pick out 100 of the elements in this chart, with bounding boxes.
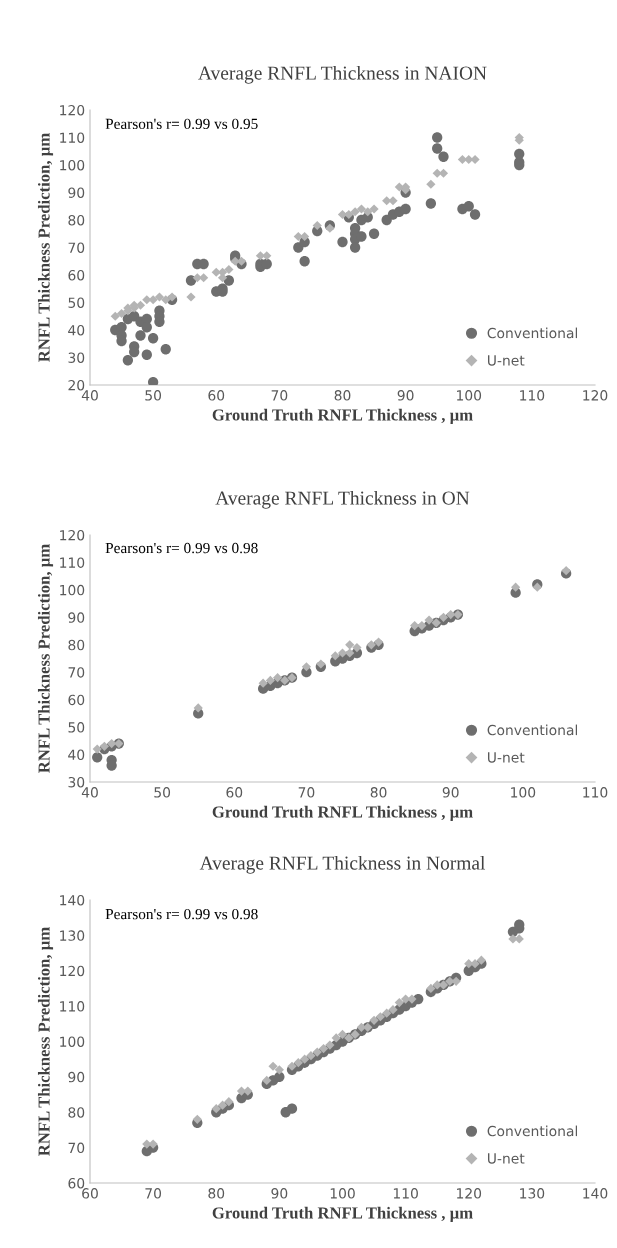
point [337,1029,348,1040]
x-tick-label: 120 [457,1188,482,1199]
y-tick-label: 120 [60,529,85,541]
y-axis-title: RNFL Thickness Prediction, µm [37,544,54,773]
x-tick-label: 90 [397,390,414,401]
point [265,675,275,686]
x-tick-label: 80 [334,390,351,401]
legend-label: Conventional [487,724,578,736]
point [476,955,486,965]
point [312,220,322,231]
legend-label: U-net [488,355,525,366]
point [186,292,196,302]
point [375,1012,385,1022]
legend-label: Conventional [487,327,578,339]
point [312,1047,322,1057]
y-tick-label: 40 [68,749,85,761]
point [300,1054,310,1064]
point [199,273,209,283]
annotation: Pearson's r= 0.99 vs 0.98 [105,542,258,554]
point [217,1100,228,1110]
y-tick-label: 90 [68,187,85,198]
point [224,1097,234,1107]
legend-label: Conventional [487,1125,578,1137]
point [92,752,103,763]
point [325,1040,335,1050]
point [424,615,434,625]
legend-label: U-net [488,752,525,763]
x-tick-label: 60 [226,787,243,798]
point [287,1061,297,1071]
legend-label: U-net [488,1153,525,1164]
point [394,997,404,1008]
point [192,1114,202,1124]
x-tick-label: 110 [583,787,608,798]
point [161,295,171,305]
x-axis-title: Ground Truth RNFL Thickness , µm [212,408,473,424]
point [426,983,436,994]
y-tick-label: 130 [60,930,85,941]
y-tick-label: 40 [68,324,85,336]
point [293,1058,303,1068]
point [274,1065,284,1075]
point [318,1043,329,1054]
point [92,744,102,754]
y-tick-label: 80 [68,639,85,651]
point [268,1061,278,1071]
point [331,1033,341,1043]
point [426,179,436,189]
x-tick-label: 130 [520,1188,545,1199]
point [300,231,310,242]
y-tick-label: 20 [68,379,85,391]
x-tick-label: 40 [81,390,98,401]
y-tick-label: 50 [68,297,85,308]
point [286,1103,298,1114]
x-tick-label: 90 [442,787,459,798]
y-tick-label: 70 [68,1142,85,1154]
x-axis-title: Ground Truth RNFL Thickness , µm [212,1206,473,1222]
annotation: Pearson's r= 0.99 vs 0.98 [105,908,258,920]
point [110,311,120,321]
y-tick-label: 60 [68,1177,85,1189]
y-tick-label: 60 [68,694,85,706]
point [345,640,355,650]
point [243,1086,253,1096]
x-tick-label: 140 [583,1188,608,1199]
point [306,1051,316,1061]
x-tick-label: 40 [81,787,98,798]
point [211,267,221,277]
point [369,204,379,214]
x-tick-label: 70 [271,390,288,401]
y-tick-label: 80 [68,214,85,226]
y-tick-label: 30 [68,776,85,788]
x-tick-label: 80 [208,1188,225,1199]
y-tick-label: 60 [68,269,85,281]
point [262,1075,272,1086]
point [352,642,362,653]
x-tick-label: 60 [82,1188,98,1199]
point [258,678,268,688]
point [330,651,340,661]
point [262,251,272,261]
y-tick-label: 90 [68,612,85,623]
point [99,741,110,751]
x-tick-label: 110 [520,390,545,401]
y-tick-label: 110 [60,132,85,143]
point [356,204,367,214]
point [388,1005,398,1015]
x-tick-label: 60 [208,390,225,401]
point [382,1008,392,1018]
x-axis-title: Ground Truth RNFL Thickness , µm [212,805,473,821]
point [193,703,203,713]
annotation: Pearson's r= 0.99 vs 0.95 [105,118,258,130]
y-tick-label: 110 [60,1001,85,1012]
y-tick-label: 80 [68,1107,85,1118]
x-tick-label: 80 [370,787,387,798]
point [192,273,202,283]
point [211,1104,221,1114]
y-tick-label: 140 [60,894,85,906]
x-tick-label: 90 [271,1188,288,1199]
y-tick-label: 70 [68,242,85,253]
x-tick-label: 100 [457,390,482,401]
x-tick-label: 110 [393,1188,418,1199]
point [350,207,360,217]
x-tick-label: 70 [145,1188,162,1199]
